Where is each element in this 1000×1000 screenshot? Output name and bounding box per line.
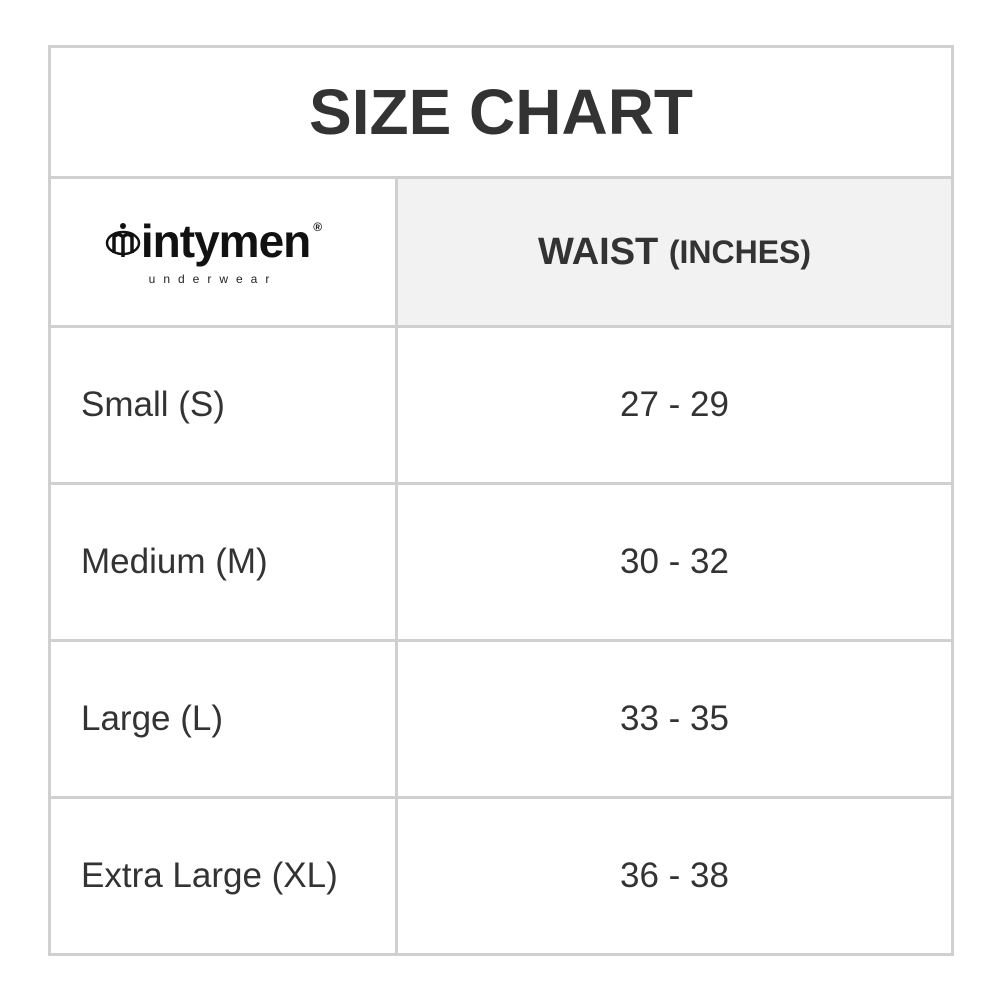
size-cell: Medium (M) (51, 485, 398, 639)
waist-cell: 36 - 38 (620, 856, 729, 895)
header-row: intymen ® underwear WAIST (INCHES) (51, 179, 951, 328)
waist-header: WAIST (INCHES) (398, 179, 951, 325)
size-chart-table: SIZE CHART intymen ® underwear WAIST (IN… (48, 45, 954, 956)
waist-cell: 27 - 29 (620, 385, 729, 424)
brand-logo: intymen ® underwear (105, 214, 322, 286)
waist-cell: 30 - 32 (620, 542, 729, 581)
table-row: Small (S) 27 - 29 (51, 328, 951, 485)
logo-m-emblem-icon (105, 223, 141, 257)
table-row: Medium (M) 30 - 32 (51, 485, 951, 642)
size-cell: Small (S) (51, 328, 398, 482)
logo-cell: intymen ® underwear (51, 179, 398, 325)
size-cell: Extra Large (XL) (51, 799, 398, 953)
page-title: SIZE CHART (51, 48, 951, 179)
table-row: Large (L) 33 - 35 (51, 642, 951, 799)
table-row: Extra Large (XL) 36 - 38 (51, 799, 951, 953)
size-cell: Large (L) (51, 642, 398, 796)
waist-cell: 33 - 35 (620, 699, 729, 738)
